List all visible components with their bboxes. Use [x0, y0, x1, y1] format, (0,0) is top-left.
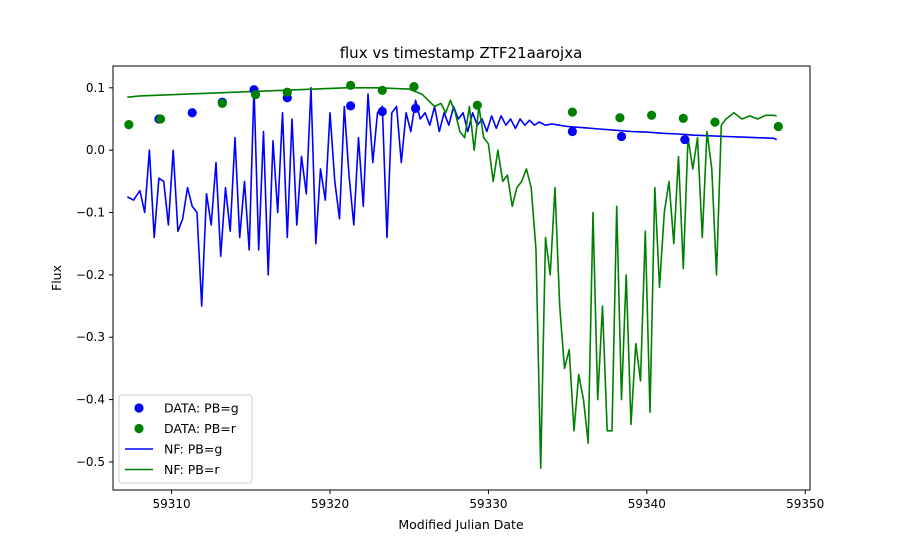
plot-frame: [112, 65, 811, 491]
y-tick-label-5: −0.4: [76, 393, 105, 407]
legend-label-0: DATA: PB=g: [164, 401, 239, 416]
data-point-0-7: [410, 103, 421, 113]
data-point-1-1: [155, 114, 166, 124]
y-tick-label-3: −0.2: [76, 268, 105, 282]
data-point-1-0: [124, 120, 134, 130]
y-tick-label-2: −0.1: [76, 206, 105, 220]
data-point-1-11: [646, 110, 657, 120]
data-point-0-6: [377, 106, 387, 117]
data-point-1-4: [282, 87, 292, 97]
chart-title: flux vs timestamp ZTF21aarojxa: [340, 44, 583, 62]
legend-label-2: NF: PB=g: [164, 442, 222, 457]
series-line-3: [127, 87, 777, 470]
data-point-0-1: [187, 108, 197, 118]
data-point-0-9: [616, 131, 627, 142]
x-tick-label-4: 59350: [786, 497, 824, 511]
x-tick-label-2: 59330: [469, 497, 507, 511]
y-tick-label-4: −0.3: [76, 330, 105, 344]
data-point-0-8: [567, 126, 577, 137]
series-line-2: [126, 87, 778, 307]
data-point-1-5: [346, 80, 356, 90]
y-axis-label: Flux: [49, 265, 64, 291]
data-point-1-6: [377, 85, 387, 95]
data-point-1-7: [409, 81, 419, 92]
x-tick-label-0: 59310: [153, 497, 191, 511]
data-point-1-9: [567, 107, 577, 117]
y-tick-label-1: 0.0: [86, 143, 105, 157]
data-point-0-5: [346, 101, 356, 111]
data-point-1-10: [615, 113, 625, 123]
data-point-1-2: [217, 98, 227, 109]
data-point-1-3: [250, 90, 261, 100]
data-point-1-12: [678, 113, 688, 123]
legend-marker-0: [134, 403, 144, 413]
y-tick-label-6: −0.5: [76, 455, 105, 469]
legend-label-1: DATA: PB=r: [164, 421, 237, 436]
x-tick-label-1: 59320: [311, 497, 349, 511]
legend-label-3: NF: PB=r: [164, 462, 220, 477]
data-point-1-8: [472, 100, 482, 110]
y-tick-label-0: 0.1: [86, 81, 105, 95]
x-tick-label-3: 59340: [628, 497, 666, 511]
data-point-0-10: [680, 134, 690, 145]
legend: DATA: PB=g DATA: PB=r NF: PB=g NF: PB=r: [118, 394, 253, 484]
x-axis-label: Modified Julian Date: [398, 517, 524, 532]
data-point-1-13: [710, 117, 720, 127]
legend-box: [118, 394, 253, 484]
legend-marker-1: [134, 423, 144, 434]
data-point-1-14: [773, 121, 783, 132]
